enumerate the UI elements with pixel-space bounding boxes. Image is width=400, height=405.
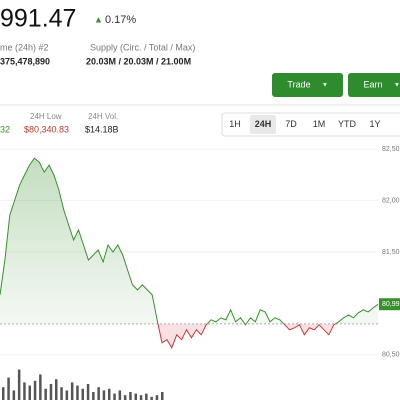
tab-label: 1M (313, 119, 326, 129)
supply-label: Supply (Circ. / Total / Max) (90, 42, 195, 52)
low-label: 24H Low (30, 112, 62, 121)
volume-bar (156, 395, 159, 400)
volume-bar (13, 390, 16, 400)
volume-bar (87, 384, 90, 400)
change: 0.17% (105, 14, 136, 26)
volume-bar (129, 392, 132, 400)
volume-bar (18, 370, 21, 400)
volume-bar (55, 379, 58, 400)
volume-bar (97, 387, 100, 400)
volume-bar (103, 390, 106, 400)
volume-bar (66, 390, 69, 400)
low-value: $80,340.83 (24, 124, 69, 134)
volume-bar (140, 395, 143, 400)
volume-bar (29, 386, 32, 400)
volume-bar (23, 382, 26, 400)
volume-bar (50, 384, 53, 400)
tab-label: 7D (285, 119, 297, 129)
volume-bar (82, 389, 85, 400)
volume-bar (113, 394, 116, 400)
volume-bar (2, 387, 5, 400)
y-tick-label: 82,00 (382, 197, 400, 204)
earn-button[interactable]: Earn ▼ (348, 73, 400, 97)
tab-label: 1H (229, 119, 241, 129)
volume-bar (92, 392, 95, 400)
up-arrow: ▲ (94, 14, 103, 24)
y-tick-label: 80,50 (382, 352, 400, 359)
volume-bar (44, 389, 47, 400)
time-tab[interactable]: 1M (313, 119, 326, 129)
price: 991.47 (0, 5, 76, 33)
volume-bar (39, 374, 42, 400)
volume-bar (71, 382, 74, 400)
time-tab[interactable]: YTD (338, 119, 357, 129)
time-tab[interactable]: 1Y (369, 119, 380, 129)
button-label: Earn (363, 79, 382, 89)
volume-value: 375,478,890 (0, 56, 50, 66)
tab-label: 24H (255, 119, 272, 129)
supply-value: 20.03M / 20.03M / 21.00M (86, 56, 191, 66)
volume-bar (145, 394, 148, 400)
volume-label: me (24h) #2 (0, 42, 49, 52)
caret: ▼ (394, 83, 400, 89)
y-tick-label: 82,50 (382, 146, 400, 153)
price-tag-label: 80,99 (382, 301, 400, 308)
caret: ▼ (322, 83, 328, 89)
time-tab[interactable]: 1H (229, 119, 241, 129)
volume-bar (76, 386, 79, 400)
volume-bar (108, 389, 111, 400)
high-value: 32 (0, 124, 10, 134)
time-tab[interactable]: 7D (285, 119, 297, 129)
time-tab[interactable]: 24H (250, 115, 276, 134)
tab-label: 1Y (369, 119, 380, 129)
volume-bar (161, 392, 164, 400)
volume-bar (60, 387, 63, 400)
tab-label: YTD (338, 119, 357, 129)
volume-bar (124, 395, 127, 400)
volume-bar (119, 390, 122, 400)
trade-button[interactable]: Trade ▼ (272, 73, 343, 97)
area-up (0, 158, 378, 348)
vol-label: 24H Vol. (88, 112, 118, 121)
y-tick-label: 81,50 (382, 249, 400, 256)
button-label: Trade (287, 79, 310, 89)
volume-bar (135, 394, 138, 400)
vol-value: $14.18B (85, 124, 119, 134)
volume-bar (34, 381, 37, 400)
volume-bar (7, 378, 10, 400)
